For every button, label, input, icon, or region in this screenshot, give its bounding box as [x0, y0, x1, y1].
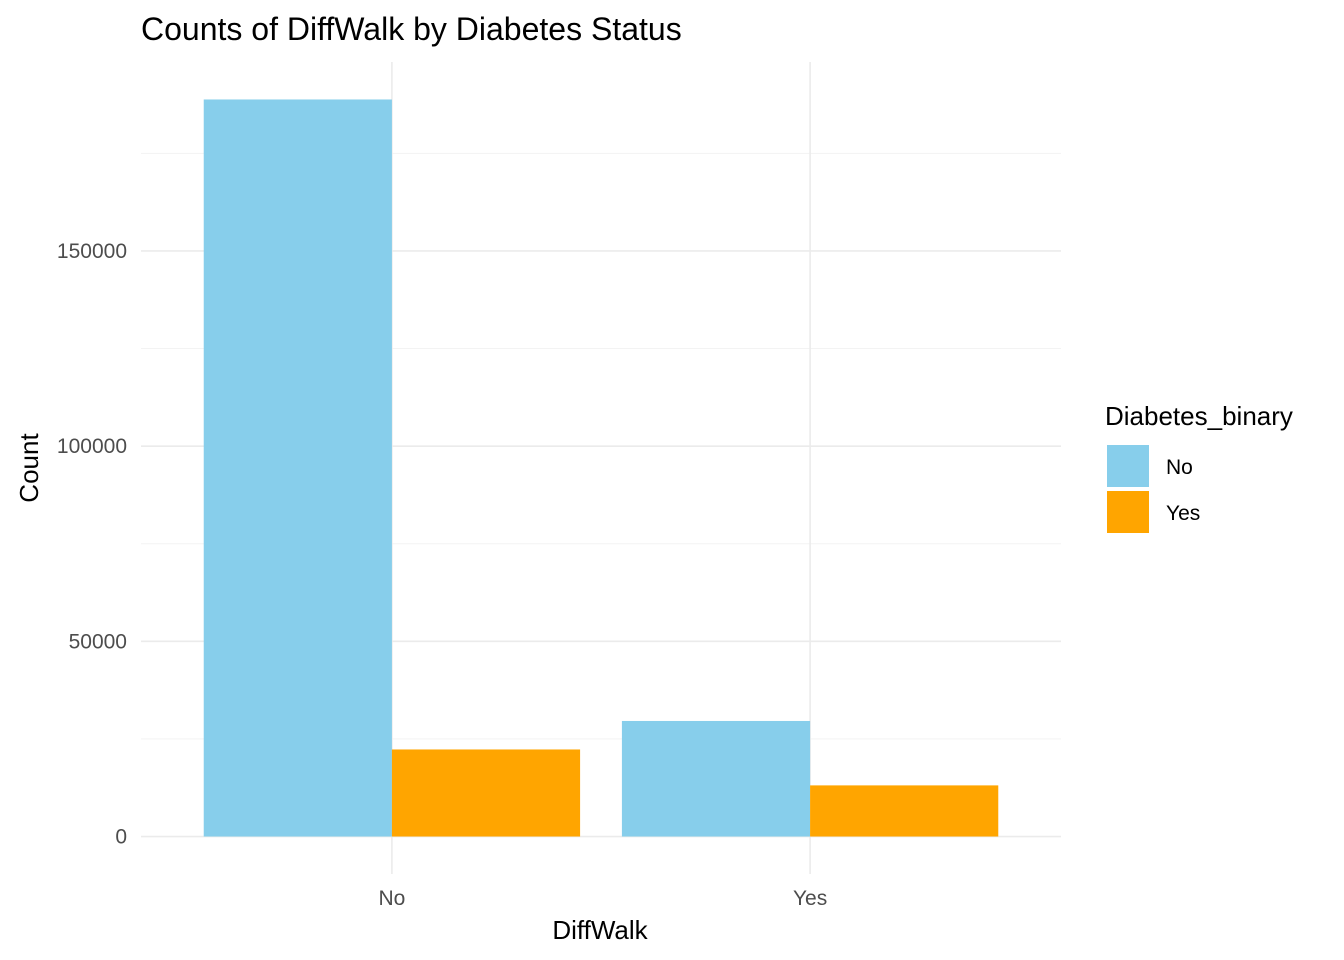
legend-swatch-no: [1107, 445, 1149, 487]
x-axis-ticks: No Yes: [378, 887, 827, 910]
y-tick-label: 50000: [69, 630, 127, 653]
legend-title: Diabetes_binary: [1105, 401, 1293, 431]
bar-no-yes: [391, 749, 581, 837]
bar-no-no: [203, 99, 392, 837]
x-tick-label: No: [378, 887, 405, 910]
y-tick-label: 0: [115, 826, 127, 849]
legend-label-no: No: [1166, 456, 1193, 479]
bars: [203, 99, 999, 837]
legend: Diabetes_binary No Yes: [1105, 401, 1293, 533]
y-axis-title: Count: [14, 433, 44, 503]
chart-title: Counts of DiffWalk by Diabetes Status: [141, 11, 682, 47]
x-axis-title: DiffWalk: [552, 915, 648, 945]
bar-yes-yes: [810, 785, 999, 837]
y-tick-label: 150000: [57, 240, 127, 263]
y-tick-label: 100000: [57, 435, 127, 458]
legend-swatch-yes: [1107, 491, 1149, 533]
x-tick-label: Yes: [793, 887, 827, 910]
legend-label-yes: Yes: [1166, 502, 1200, 525]
y-axis-ticks: 0 50000 100000 150000: [57, 240, 127, 849]
bar-yes-no: [621, 720, 811, 837]
